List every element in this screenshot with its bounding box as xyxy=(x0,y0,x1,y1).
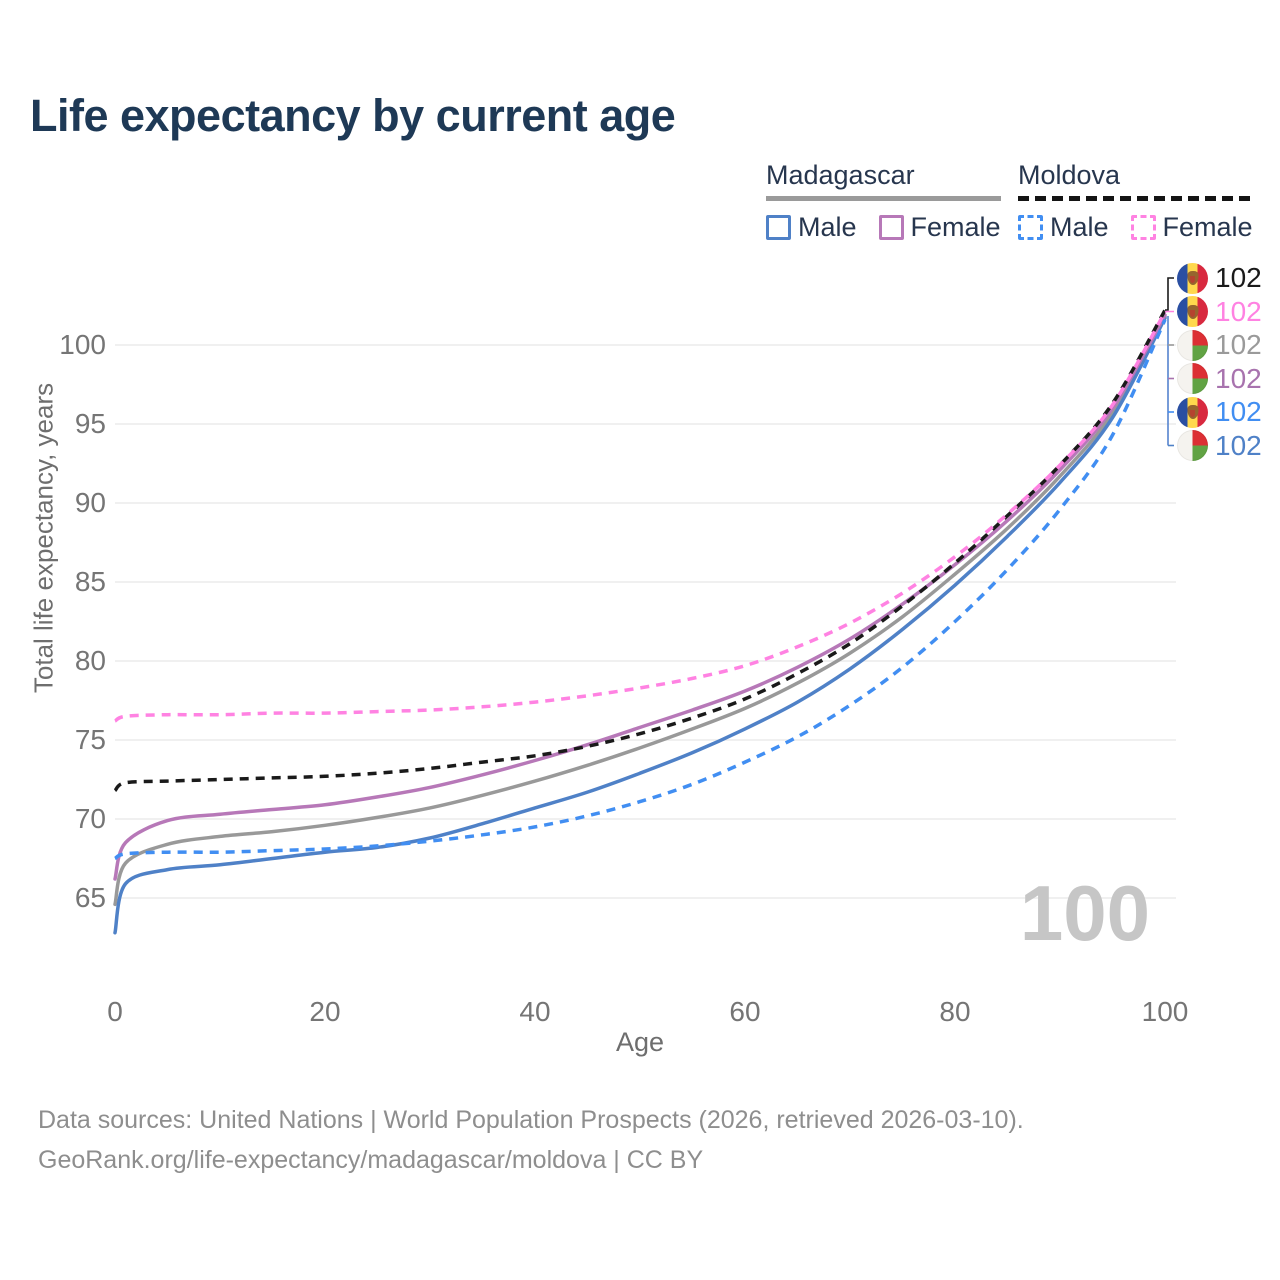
end-label-value: 102 xyxy=(1215,362,1262,394)
moldova-coat-of-arms xyxy=(1187,405,1198,419)
moldova-coat-of-arms xyxy=(1187,304,1198,319)
line-moldova-female xyxy=(114,310,1167,723)
legend-toggle-moldova-female[interactable]: Female xyxy=(1130,212,1253,243)
end-label-madagascar-total: 102 xyxy=(1177,329,1262,361)
legend-toggle-madagascar-male[interactable]: Male xyxy=(766,212,857,243)
end-label-value: 102 xyxy=(1215,262,1262,293)
madagascar-flag-icon xyxy=(1177,329,1208,361)
end-label-value: 102 xyxy=(1215,295,1262,327)
moldova-flag-icon xyxy=(1177,396,1208,428)
end-label-madagascar-female: 102 xyxy=(1177,363,1262,395)
checkbox-madagascar-male[interactable] xyxy=(766,215,791,240)
y-tick-label: 75 xyxy=(74,724,106,755)
footer-data-sources: Data sources: United Nations | World Pop… xyxy=(38,1106,1024,1134)
madagascar-flag-icon xyxy=(1177,363,1208,394)
end-label-value: 102 xyxy=(1215,396,1262,427)
end-label-moldova-total: 102 xyxy=(1177,262,1262,294)
checkbox-moldova-female[interactable] xyxy=(1130,215,1156,240)
madagascar-line-style-swatch xyxy=(766,196,1001,201)
page-title: Life expectancy by current age xyxy=(30,90,676,141)
line-madagascar-female xyxy=(113,313,1167,881)
legend-country-madagascar: Madagascar xyxy=(766,160,915,190)
line-madagascar-total xyxy=(113,314,1167,907)
end-label-value: 102 xyxy=(1215,329,1262,360)
moldova-flag-icon xyxy=(1177,262,1208,294)
y-tick-label: 85 xyxy=(74,566,106,597)
madagascar-flag-icon xyxy=(1177,430,1208,461)
legend-label-moldova-female: Female xyxy=(1162,212,1253,242)
moldova-line-style-swatch xyxy=(1018,196,1253,201)
checkbox-moldova-male[interactable] xyxy=(1018,215,1043,240)
legend-group-madagascar: Madagascar Male Female xyxy=(766,160,1001,243)
leader-line xyxy=(1164,310,1174,313)
legend-toggle-madagascar-female[interactable]: Female xyxy=(878,212,1001,243)
end-label-madagascar-male: 102 xyxy=(1177,430,1262,462)
legend-label-madagascar-female: Female xyxy=(910,212,1001,242)
end-label-moldova-male: 102 xyxy=(1177,396,1262,428)
x-tick-label: 60 xyxy=(729,996,761,1027)
checkbox-madagascar-female[interactable] xyxy=(878,215,904,240)
x-axis-title: Age xyxy=(615,1027,665,1057)
y-tick-label: 65 xyxy=(74,882,106,913)
x-tick-label: 40 xyxy=(519,996,551,1027)
moldova-coat-of-arms xyxy=(1187,271,1198,285)
x-tick-label: 100 xyxy=(1141,996,1189,1027)
x-tick-label: 80 xyxy=(939,996,971,1027)
x-tick-label: 20 xyxy=(309,996,341,1027)
leader-line xyxy=(1165,277,1174,311)
x-tick-label: 0 xyxy=(107,996,123,1027)
y-tick-label: 70 xyxy=(74,803,106,834)
legend-country-moldova: Moldova xyxy=(1018,160,1121,190)
moldova-flag-icon xyxy=(1177,296,1208,327)
line-moldova-total xyxy=(113,309,1167,792)
line-madagascar-male xyxy=(113,316,1167,935)
end-label-moldova-female: 102 xyxy=(1177,296,1262,328)
legend-group-moldova: Moldova Male Female xyxy=(1018,160,1253,243)
legend-toggle-moldova-male[interactable]: Male xyxy=(1018,212,1109,243)
y-tick-label: 95 xyxy=(74,408,106,439)
age-frame-watermark: 100 xyxy=(1019,869,1150,957)
legend-label-madagascar-male: Male xyxy=(798,212,857,242)
y-tick-label: 100 xyxy=(59,329,106,360)
legend-label-moldova-male: Male xyxy=(1050,212,1109,242)
line-moldova-male xyxy=(114,318,1167,861)
end-label-value: 102 xyxy=(1215,429,1262,461)
footer-attribution: GeoRank.org/life-expectancy/madagascar/m… xyxy=(38,1146,704,1174)
y-tick-label: 80 xyxy=(74,645,106,676)
y-tick-label: 90 xyxy=(74,487,106,518)
